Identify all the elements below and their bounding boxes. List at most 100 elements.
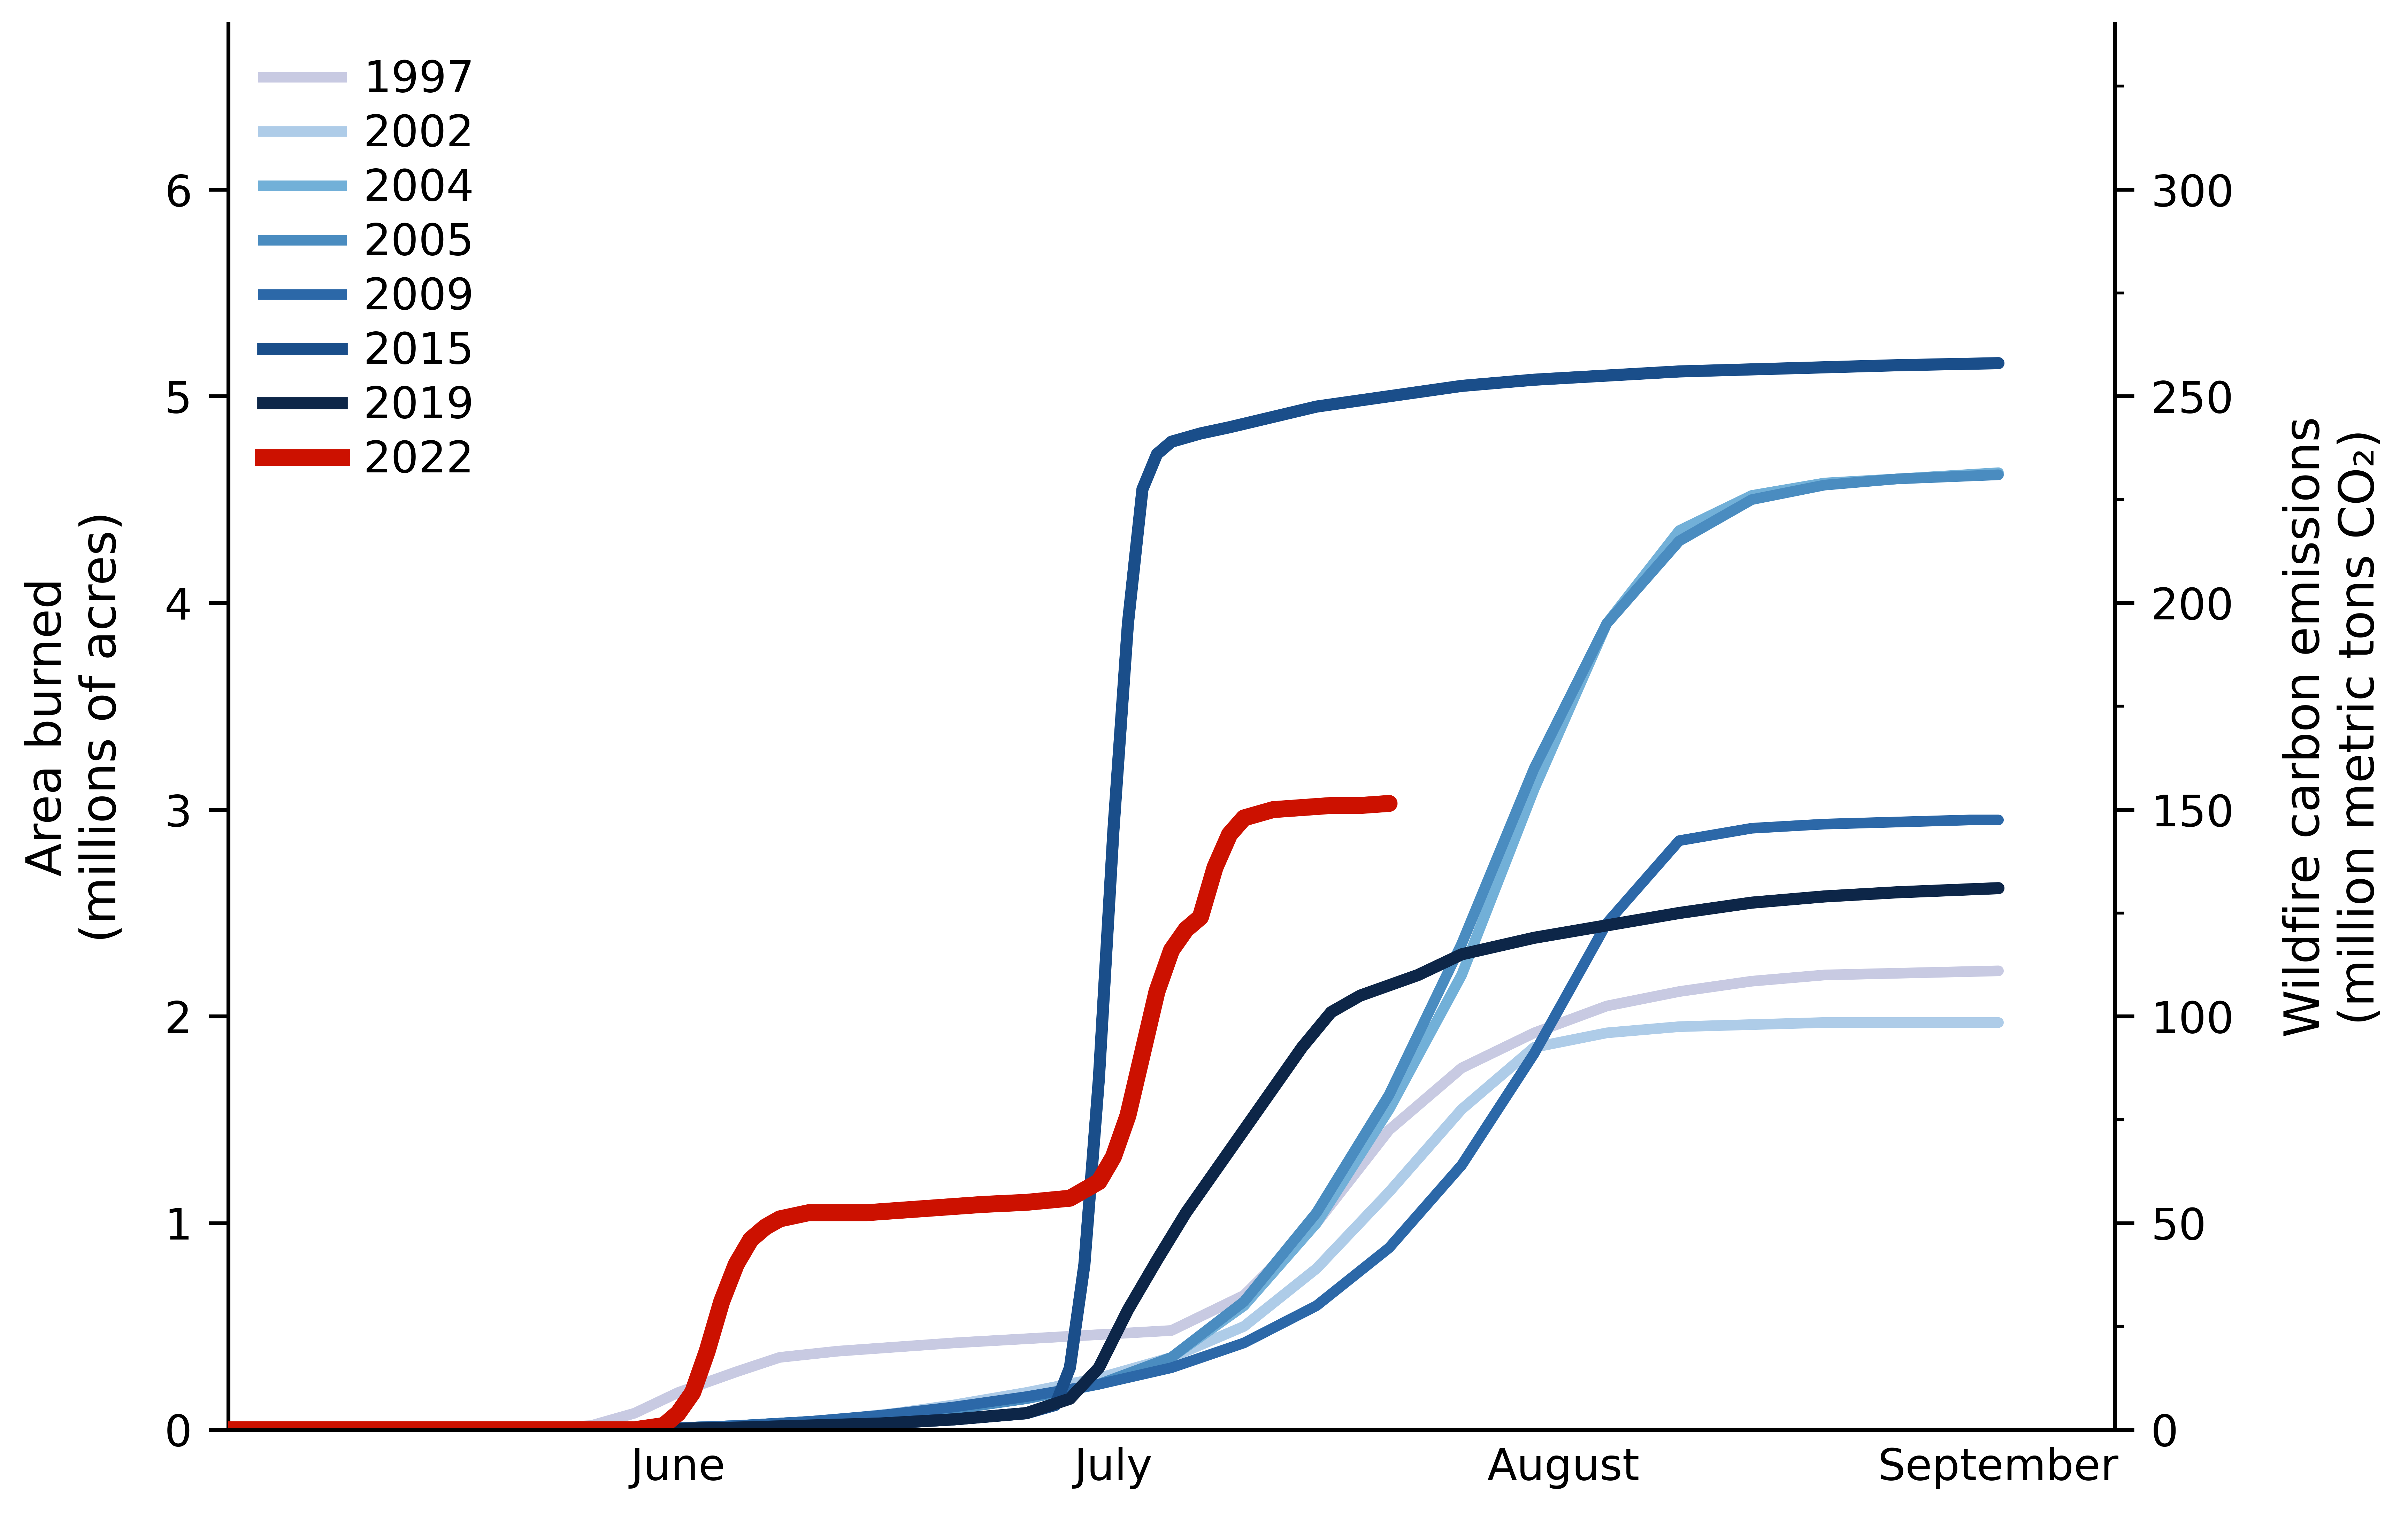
2019 [867,1415,896,1433]
2004 [1230,1297,1259,1315]
2022 [1187,908,1216,926]
2015 [722,1419,751,1437]
2009 [665,1419,694,1437]
2022 [1173,920,1202,938]
1997 [766,1348,795,1366]
2019 [1984,879,2013,897]
2015 [795,1416,824,1434]
1997 [1447,1059,1476,1077]
2005 [1519,760,1548,778]
2004 [1592,614,1621,632]
2009 [214,1421,243,1439]
Line: 2004: 2004 [229,472,1999,1430]
2009 [795,1412,824,1430]
2009 [1447,1156,1476,1174]
2002 [881,1404,910,1422]
1997 [1519,1024,1548,1042]
2009 [1519,1044,1548,1062]
2009 [1592,914,1621,932]
1997 [881,1337,910,1356]
2009 [1955,811,1984,829]
2015 [1127,480,1156,498]
2022 [939,1197,968,1215]
2015 [1187,424,1216,442]
2022 [1156,941,1185,959]
Y-axis label: Area burned
(millions of acres): Area burned (millions of acres) [24,511,125,943]
2019 [1519,929,1548,947]
2022 [824,1204,852,1223]
2004 [1811,474,1840,492]
2019 [214,1421,243,1439]
2022 [214,1421,243,1439]
1997 [1592,997,1621,1015]
2009 [1011,1387,1040,1406]
2004 [665,1419,694,1437]
2022 [1112,1106,1141,1124]
2019 [1288,1038,1317,1056]
1997 [503,1421,532,1439]
2015 [1069,1256,1098,1274]
2015 [1055,1359,1084,1377]
2019 [1202,1162,1230,1180]
1997 [1303,1213,1332,1232]
2022 [1127,1044,1156,1062]
2009 [1736,819,1765,837]
2019 [1317,1003,1346,1021]
2004 [1519,779,1548,797]
2019 [1883,884,1912,902]
2005 [1447,935,1476,953]
2019 [1736,894,1765,912]
1997 [621,1404,650,1422]
1997 [576,1416,604,1434]
Line: 2019: 2019 [229,888,1999,1430]
2022 [1098,1148,1127,1167]
2004 [867,1409,896,1427]
1997 [1084,1325,1112,1344]
2022 [852,1204,881,1223]
1997 [1011,1330,1040,1348]
2004 [722,1416,751,1434]
2002 [939,1396,968,1415]
2015 [1592,366,1621,384]
2015 [1811,359,1840,377]
2004 [939,1400,968,1418]
1997 [1984,962,2013,980]
2015 [1664,362,1693,380]
2022 [1202,858,1230,876]
2005 [1664,533,1693,551]
1997 [1230,1286,1259,1304]
2009 [939,1398,968,1416]
2015 [1375,387,1404,405]
2004 [795,1412,824,1430]
2022 [679,1383,708,1401]
2022 [1346,796,1375,814]
2005 [1084,1375,1112,1393]
2005 [1303,1204,1332,1223]
2005 [621,1421,650,1439]
2005 [1156,1348,1185,1366]
2019 [1259,1080,1288,1098]
2015 [1084,1070,1112,1088]
Line: 2009: 2009 [229,820,1999,1430]
2015 [1883,356,1912,374]
2005 [1592,614,1621,632]
2009 [1375,1239,1404,1257]
2009 [1883,812,1912,831]
2019 [1011,1404,1040,1422]
2022 [1055,1189,1084,1207]
2022 [795,1204,824,1223]
2002 [1156,1348,1185,1366]
2005 [1375,1086,1404,1104]
2015 [1112,614,1141,632]
2015 [1216,418,1245,436]
2019 [795,1416,824,1434]
2002 [1375,1183,1404,1201]
2002 [1592,1024,1621,1042]
2015 [1736,360,1765,378]
2002 [1519,1038,1548,1056]
1997 [1156,1321,1185,1339]
2019 [1811,887,1840,905]
2005 [1811,477,1840,495]
2002 [1664,1018,1693,1036]
2019 [1112,1301,1141,1319]
